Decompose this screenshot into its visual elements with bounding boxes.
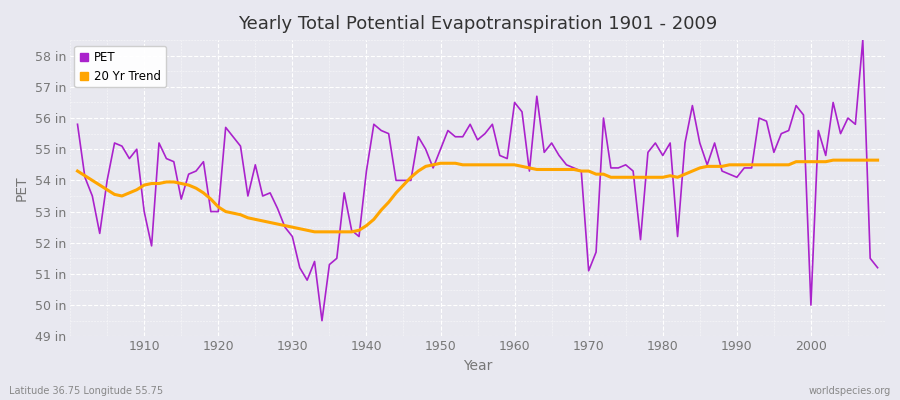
Title: Yearly Total Potential Evapotranspiration 1901 - 2009: Yearly Total Potential Evapotranspiratio… (238, 15, 717, 33)
Legend: PET, 20 Yr Trend: PET, 20 Yr Trend (74, 46, 166, 87)
Y-axis label: PET: PET (15, 175, 29, 201)
Text: Latitude 36.75 Longitude 55.75: Latitude 36.75 Longitude 55.75 (9, 386, 163, 396)
Text: worldspecies.org: worldspecies.org (809, 386, 891, 396)
X-axis label: Year: Year (463, 359, 492, 373)
